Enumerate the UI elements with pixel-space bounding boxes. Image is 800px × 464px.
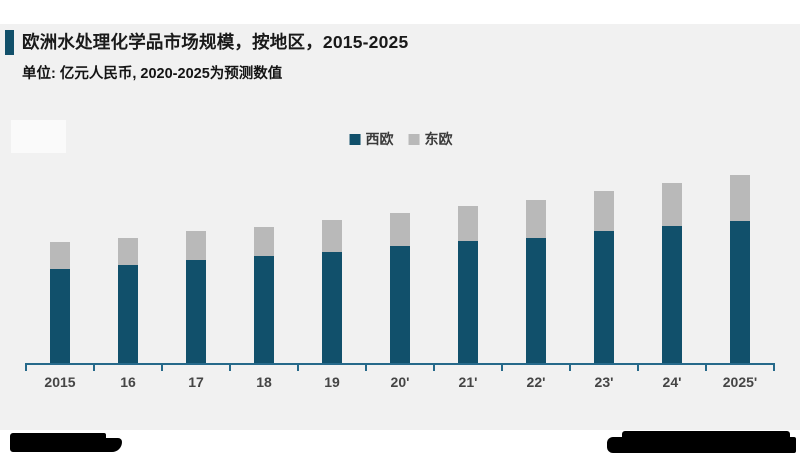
bar-segment-west-europe (594, 231, 614, 363)
bar-segment-west-europe (390, 246, 410, 363)
chart-legend: 西欧 东欧 (349, 131, 453, 147)
x-axis-label: 2025' (722, 374, 758, 390)
bar-segment-west-europe (730, 221, 750, 363)
bar-segment-west-europe (322, 252, 342, 363)
bar-segment-east-europe (662, 183, 682, 226)
x-axis-tick (25, 365, 27, 371)
x-axis-label: 21' (458, 374, 478, 390)
bar-segment-west-europe (526, 238, 546, 363)
x-axis-tick (501, 365, 503, 371)
x-axis-tick (773, 365, 775, 371)
blanked-logo-box (11, 120, 66, 153)
bar-segment-west-europe (662, 226, 682, 363)
legend-label: 西欧 (365, 131, 394, 147)
x-axis-tick (93, 365, 95, 371)
bar-segment-east-europe (254, 227, 274, 256)
bar-segment-east-europe (186, 231, 206, 260)
bar-segment-east-europe (458, 206, 478, 241)
legend-item: 东欧 (408, 131, 453, 147)
legend-swatch-icon (349, 133, 361, 145)
legend-swatch-icon (408, 133, 420, 145)
legend-label: 东欧 (424, 131, 453, 147)
bar-segment-west-europe (118, 265, 138, 363)
bar-segment-east-europe (118, 238, 138, 265)
redacted-logo (98, 438, 122, 452)
bar-segment-west-europe (50, 269, 70, 363)
x-axis-tick (433, 365, 435, 371)
x-axis-tick (297, 365, 299, 371)
x-axis-tick (161, 365, 163, 371)
x-axis-label: 22' (526, 374, 546, 390)
bar-segment-east-europe (730, 175, 750, 221)
bar-segment-west-europe (458, 241, 478, 363)
x-axis-label: 2015 (44, 374, 76, 390)
bar-segment-west-europe (254, 256, 274, 363)
chart-title: 欧洲水处理化学品市场规模，按地区，2015-2025 (22, 32, 409, 52)
x-axis-label: 23' (594, 374, 614, 390)
x-axis-label: 16 (120, 374, 136, 390)
bar-segment-east-europe (594, 191, 614, 231)
x-axis-tick (705, 365, 707, 371)
redacted-source-credit (622, 431, 790, 441)
bar-segment-east-europe (322, 220, 342, 252)
chart-subtitle: 单位: 亿元人民币, 2020-2025为预测数值 (22, 66, 283, 82)
redacted-source-credit (607, 437, 796, 453)
bar-segment-west-europe (186, 260, 206, 363)
legend-item: 西欧 (349, 131, 394, 147)
x-axis-label: 18 (256, 374, 272, 390)
x-axis-label: 24' (662, 374, 682, 390)
x-axis-tick (637, 365, 639, 371)
x-axis-tick (569, 365, 571, 371)
x-axis-tick (229, 365, 231, 371)
bar-segment-east-europe (526, 200, 546, 238)
redacted-logo (10, 433, 106, 452)
x-axis-tick (365, 365, 367, 371)
bar-segment-east-europe (50, 242, 70, 269)
x-axis-line (25, 363, 775, 365)
x-axis-label: 20' (390, 374, 410, 390)
title-accent-bar (5, 30, 14, 55)
x-axis-label: 17 (188, 374, 204, 390)
bar-segment-east-europe (390, 213, 410, 246)
x-axis-label: 19 (324, 374, 340, 390)
